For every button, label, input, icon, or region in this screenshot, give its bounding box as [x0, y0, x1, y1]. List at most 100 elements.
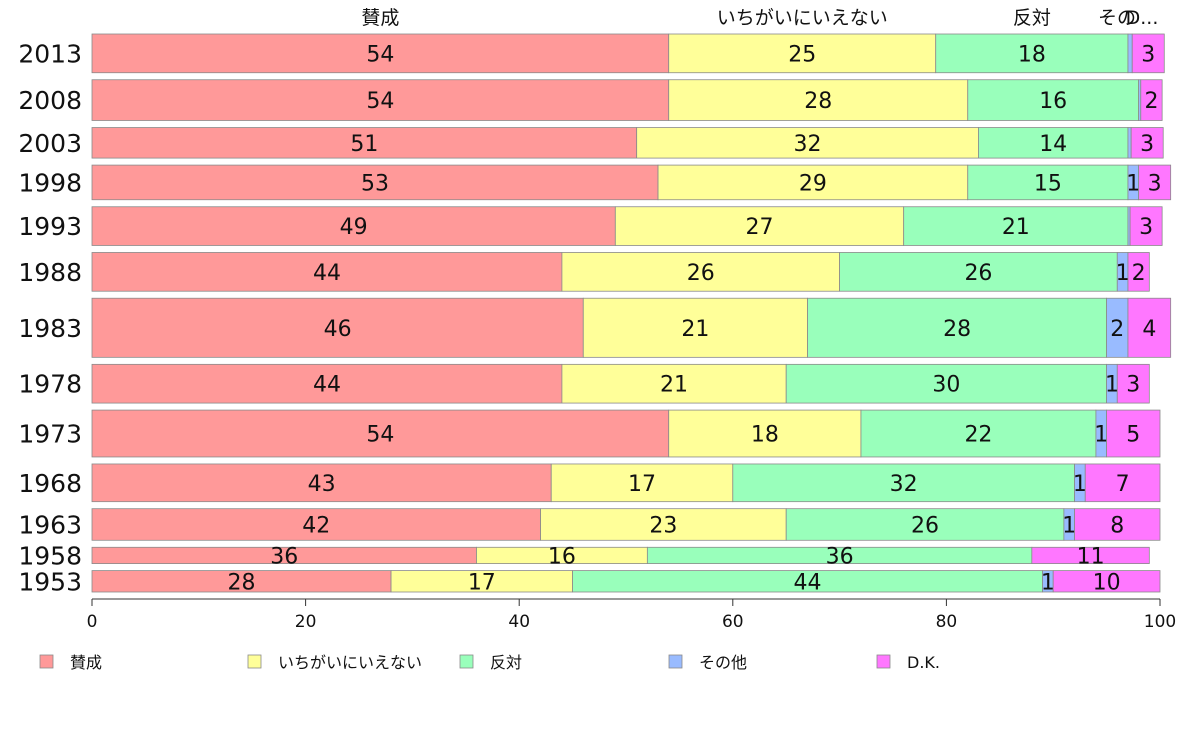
- column-header: D...: [1126, 7, 1159, 29]
- data-label: 17: [628, 472, 656, 497]
- column-header: その: [1098, 7, 1136, 29]
- data-label: 1: [1073, 472, 1087, 497]
- bar-row-1983: 46 21 28 2 4: [91, 297, 1172, 358]
- data-label: 14: [1039, 132, 1067, 157]
- x-tick-label: 0: [87, 612, 98, 632]
- data-label: 17: [468, 570, 496, 595]
- data-label: 30: [932, 373, 960, 398]
- data-label: 16: [548, 544, 576, 569]
- data-label: 7: [1116, 472, 1130, 497]
- data-label: 44: [313, 261, 341, 286]
- x-tick-label: 40: [508, 612, 530, 632]
- data-label: 54: [366, 42, 394, 67]
- data-label: 2: [1144, 89, 1158, 114]
- y-tick-label: 1993: [18, 212, 82, 241]
- bar-segment: [1127, 33, 1133, 74]
- x-tick-label: 100: [1144, 612, 1176, 632]
- bar-segment: [807, 297, 1108, 358]
- y-tick-label: 2003: [18, 129, 82, 158]
- bar-segment: [614, 206, 905, 246]
- column-header: 反対: [1013, 7, 1051, 29]
- data-label: 3: [1141, 42, 1155, 67]
- y-tick-label: 1973: [18, 420, 82, 449]
- y-tick-label: 2013: [18, 39, 82, 68]
- bar-segment: [1140, 79, 1163, 121]
- y-tick-label: 1988: [18, 258, 82, 287]
- data-label: 16: [1039, 89, 1067, 114]
- data-label: 43: [308, 472, 336, 497]
- data-label: 1: [1062, 513, 1076, 538]
- legend-swatch: [247, 654, 262, 669]
- data-label: 5: [1126, 423, 1140, 448]
- data-label: 18: [751, 423, 779, 448]
- y-tick-label: 1963: [18, 510, 82, 539]
- bar-segment: [1127, 252, 1150, 292]
- bar-segment: [1138, 164, 1172, 201]
- bar-segment: [91, 409, 670, 458]
- bar-segment: [636, 127, 979, 159]
- y-tick-label: 1998: [18, 168, 82, 197]
- bar-row-1968: 43 17 32 1 7: [91, 463, 1161, 503]
- bar-segment: [1106, 409, 1161, 458]
- y-tick-label: 1968: [18, 469, 82, 498]
- data-label: 28: [804, 89, 832, 114]
- bar-segment: [668, 409, 862, 458]
- data-label: 54: [366, 89, 394, 114]
- bar-segment: [1129, 206, 1163, 246]
- bar-row-2008: 54 28 16 2: [91, 79, 1163, 121]
- bar-row-1988: 44 26 26 1 2: [91, 252, 1150, 292]
- bar-row-1963: 42 23 26 1 8: [91, 508, 1161, 541]
- y-tick-label: 1958: [18, 541, 82, 570]
- data-label: 4: [1142, 317, 1156, 342]
- x-tick-label: 60: [722, 612, 744, 632]
- legend-label: その他: [699, 653, 747, 672]
- legend-swatch: [876, 654, 891, 669]
- bar-segment: [582, 297, 808, 358]
- data-label: 21: [681, 317, 709, 342]
- data-label: 22: [964, 423, 992, 448]
- bar-segment: [1084, 463, 1161, 503]
- legend-label: D.K.: [907, 653, 940, 672]
- data-label: 25: [788, 42, 816, 67]
- legend-swatch: [39, 654, 54, 669]
- legend-item: その他: [668, 653, 747, 672]
- data-label: 36: [270, 544, 298, 569]
- bar-segment: [91, 463, 552, 503]
- data-label: 15: [1034, 171, 1062, 196]
- bar-segment: [839, 252, 1118, 292]
- data-label: 42: [302, 513, 330, 538]
- data-label: 10: [1093, 570, 1121, 595]
- bar-segment: [91, 127, 638, 159]
- bar-segment: [550, 463, 734, 503]
- bar-segment: [540, 508, 787, 541]
- data-label: 23: [649, 513, 677, 538]
- data-label: 27: [746, 215, 774, 240]
- bar-row-1993: 49 27 21 3: [91, 206, 1163, 246]
- data-label: 28: [943, 317, 971, 342]
- data-label: 3: [1139, 215, 1153, 240]
- data-label: 32: [794, 132, 822, 157]
- x-axis: 0 20 40 60 80 100: [87, 598, 1176, 632]
- data-label: 32: [890, 472, 918, 497]
- legend-label: 賛成: [70, 653, 102, 672]
- bar-row-2013: 54 25 18 3: [91, 33, 1165, 74]
- bar-segment: [1116, 363, 1150, 404]
- legend: 賛成 いちがいにいえない 反対 その他 D.K.: [39, 653, 940, 672]
- legend-label: いちがいにいえない: [278, 653, 422, 672]
- data-label: 51: [350, 132, 378, 157]
- data-label: 1: [1105, 373, 1119, 398]
- data-label: 54: [366, 423, 394, 448]
- bar-segment: [860, 409, 1097, 458]
- data-label: 1: [1041, 570, 1055, 595]
- y-tick-label: 1953: [18, 567, 82, 596]
- column-headers: 賛成 いちがいにいえない 反対 そのD...: [361, 7, 1158, 29]
- data-label: 3: [1148, 171, 1162, 196]
- data-label: 46: [324, 317, 352, 342]
- data-label: 11: [1077, 544, 1105, 569]
- data-label: 26: [687, 261, 715, 286]
- legend-item: 賛成: [39, 653, 102, 672]
- legend-swatch: [668, 654, 683, 669]
- bar-row-1958: 36 16 36 11: [91, 544, 1150, 569]
- bar-segment: [1052, 570, 1161, 593]
